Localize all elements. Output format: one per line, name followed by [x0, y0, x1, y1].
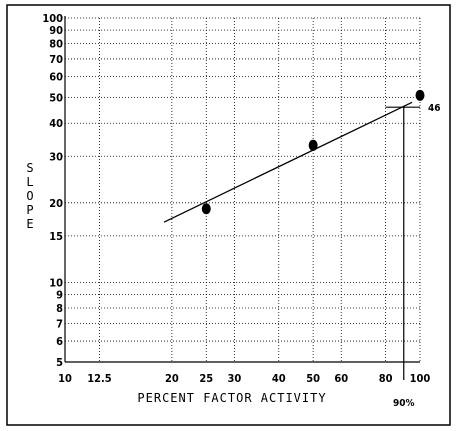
x-tick-label: 25	[199, 372, 213, 385]
x-tick-label: 80	[379, 372, 393, 385]
x-tick-labels: 10 12.5 20 25 30 40 50 60 80 100	[58, 372, 430, 385]
y-tick-label: 50	[49, 92, 63, 105]
y-tick-label: 40	[49, 117, 63, 130]
y-axis-label-letter: S	[26, 161, 33, 175]
x-tick-label: 30	[227, 372, 241, 385]
x-tick-label: 12.5	[87, 372, 112, 385]
y-tick-label: 90	[49, 24, 63, 37]
y-tick-label: 70	[49, 53, 63, 66]
data-point	[201, 203, 211, 215]
x-tick-label: 10	[58, 372, 72, 385]
x-tick-label: 60	[334, 372, 348, 385]
y-tick-label: 20	[49, 197, 63, 210]
fit-line-group	[163, 101, 413, 223]
y-axis-label-letter: L	[26, 175, 33, 189]
x-tick-label: 100	[410, 372, 431, 385]
y-tick-label: 7	[56, 317, 63, 330]
annotations: 46 90%	[385, 103, 441, 409]
chart-frame	[6, 4, 451, 426]
y-tick-label: 100	[42, 12, 63, 25]
y-tick-label: 8	[56, 302, 63, 315]
y-tick-label: 60	[49, 71, 63, 84]
x-axis-label: PERCENT FACTOR ACTIVITY	[137, 391, 326, 405]
axes	[64, 16, 420, 363]
x-tick-label: 20	[165, 372, 179, 385]
y-tick-label: 30	[49, 150, 63, 163]
y-tick-label: 9	[56, 289, 63, 302]
data-point	[308, 139, 318, 151]
y-axis-label-letter: P	[26, 203, 33, 217]
x-tick-label: 40	[272, 372, 286, 385]
slope-value-label: 46	[428, 103, 441, 114]
activity-value-label: 90%	[393, 398, 415, 409]
y-tick-label: 80	[49, 38, 63, 51]
y-tick-label: 10	[49, 276, 63, 289]
y-tick-label: 6	[56, 335, 63, 348]
x-tick-label: 50	[306, 372, 320, 385]
data-points	[201, 89, 425, 215]
data-point	[415, 89, 425, 101]
y-axis-label-letter: E	[26, 217, 33, 231]
fit-line	[163, 101, 413, 223]
y-tick-label: 5	[56, 356, 63, 369]
grid	[64, 17, 421, 363]
y-axis-label-letter: O	[26, 189, 33, 203]
y-tick-label: 15	[49, 230, 63, 243]
